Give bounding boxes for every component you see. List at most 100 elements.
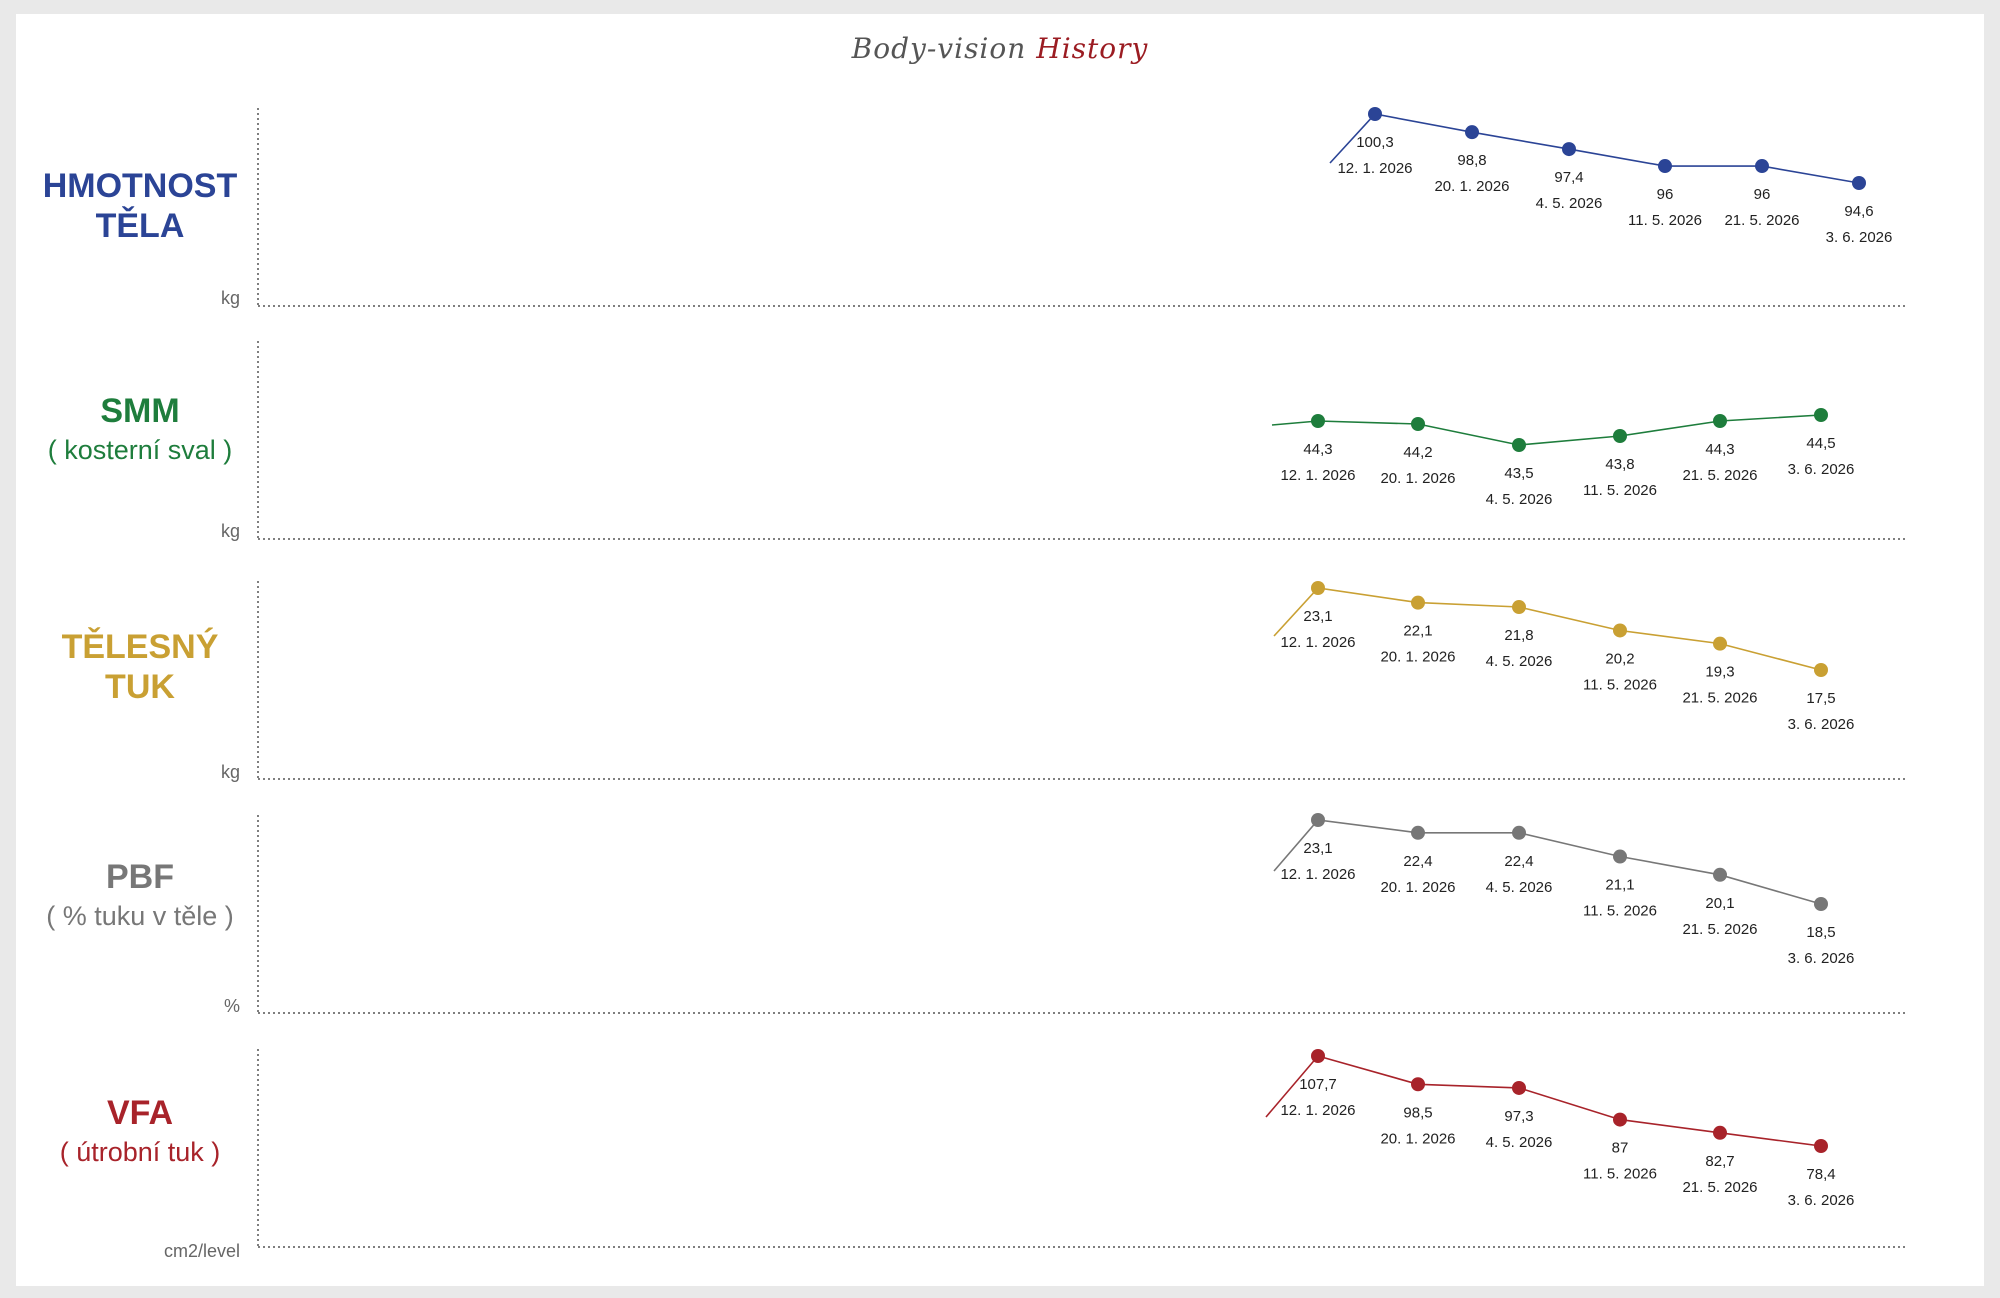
data-point-smm-4 (1713, 414, 1727, 428)
date-label-weight-4: 21. 5. 2026 (1724, 212, 1799, 229)
data-label-weight-1: 98,8 (1457, 152, 1486, 169)
chart-frame (16, 14, 1984, 1286)
data-label-vfa-0: 107,7 (1299, 1076, 1337, 1093)
data-label-weight-4: 96 (1754, 186, 1771, 203)
date-label-smm-1: 20. 1. 2026 (1380, 470, 1455, 487)
data-point-smm-2 (1512, 438, 1526, 452)
date-label-smm-5: 3. 6. 2026 (1788, 461, 1855, 478)
date-label-weight-0: 12. 1. 2026 (1337, 160, 1412, 177)
date-label-weight-5: 3. 6. 2026 (1826, 229, 1893, 246)
data-label-pbf-0: 23,1 (1303, 840, 1332, 857)
data-label-fat-1: 22,1 (1403, 623, 1432, 640)
data-point-smm-3 (1613, 429, 1627, 443)
date-label-vfa-1: 20. 1. 2026 (1380, 1130, 1455, 1147)
date-label-pbf-4: 21. 5. 2026 (1682, 921, 1757, 938)
data-label-vfa-3: 87 (1612, 1140, 1629, 1157)
data-point-pbf-2 (1512, 825, 1526, 840)
date-label-smm-3: 11. 5. 2026 (1583, 482, 1657, 499)
panel-label-weight: HMOTNOST TĚLA (28, 166, 252, 246)
date-label-weight-3: 11. 5. 2026 (1628, 212, 1702, 229)
data-point-fat-3 (1613, 623, 1627, 638)
panel-label-weight-line1: HMOTNOST (42, 167, 238, 205)
data-label-vfa-5: 78,4 (1806, 1166, 1835, 1183)
panel-label-fat-line1: TĚLESNÝ (61, 628, 219, 666)
data-point-weight-3 (1658, 159, 1672, 174)
panel-label-smm-line1: SMM (100, 392, 180, 430)
data-label-smm-0: 44,3 (1303, 441, 1332, 458)
panel-label-pbf-sublabel: ( % tuku v těle ) (46, 901, 234, 931)
panel-label-pbf: PBF ( % tuku v těle ) (28, 857, 252, 935)
date-label-vfa-0: 12. 1. 2026 (1280, 1102, 1355, 1119)
data-label-fat-0: 23,1 (1303, 608, 1332, 625)
data-point-vfa-5 (1814, 1139, 1828, 1153)
data-label-pbf-3: 21,1 (1605, 877, 1634, 894)
date-label-vfa-2: 4. 5. 2026 (1486, 1134, 1553, 1151)
data-label-pbf-2: 22,4 (1504, 853, 1533, 870)
series-line-vfa (1265, 1055, 1822, 1147)
data-label-smm-1: 44,2 (1403, 444, 1432, 461)
date-label-smm-4: 21. 5. 2026 (1682, 467, 1757, 484)
data-label-smm-3: 43,8 (1605, 456, 1634, 473)
data-point-pbf-1 (1411, 825, 1425, 840)
panel-label-smm-sublabel: ( kosterní sval ) (47, 435, 233, 465)
date-label-fat-2: 4. 5. 2026 (1486, 653, 1553, 670)
date-label-fat-4: 21. 5. 2026 (1682, 690, 1757, 707)
title-part-body-vision: Body-vision (851, 32, 1027, 65)
unit-label-vfa: cm2/level (163, 1241, 240, 1261)
data-point-pbf-4 (1713, 867, 1727, 882)
data-label-smm-4: 44,3 (1705, 441, 1734, 458)
data-point-fat-1 (1411, 595, 1425, 610)
date-label-pbf-1: 20. 1. 2026 (1380, 879, 1455, 896)
chart-title: Body-vision History (0, 32, 2000, 65)
data-point-weight-5 (1852, 176, 1866, 190)
data-label-weight-5: 94,6 (1844, 203, 1873, 220)
data-point-fat-5 (1814, 663, 1828, 677)
date-label-smm-0: 12. 1. 2026 (1280, 467, 1355, 484)
data-label-smm-2: 43,5 (1504, 465, 1533, 482)
data-point-pbf-5 (1814, 897, 1828, 911)
data-label-fat-5: 17,5 (1806, 690, 1835, 707)
data-label-fat-2: 21,8 (1504, 627, 1533, 644)
data-point-vfa-0 (1311, 1049, 1325, 1063)
panel-label-smm: SMM ( kosterní sval ) (28, 391, 252, 469)
date-label-pbf-5: 3. 6. 2026 (1788, 950, 1855, 967)
date-label-fat-5: 3. 6. 2026 (1788, 716, 1855, 733)
data-point-vfa-2 (1512, 1080, 1526, 1095)
data-point-vfa-1 (1411, 1077, 1425, 1092)
data-point-fat-0 (1311, 581, 1325, 595)
data-label-weight-2: 97,4 (1554, 169, 1583, 186)
date-label-fat-1: 20. 1. 2026 (1380, 649, 1455, 666)
data-point-pbf-3 (1613, 849, 1627, 864)
panel-label-vfa-sublabel: ( útrobní tuk ) (59, 1137, 221, 1167)
data-point-weight-0 (1368, 107, 1382, 121)
data-point-smm-0 (1311, 414, 1325, 428)
data-label-weight-3: 96 (1657, 186, 1674, 203)
data-label-weight-0: 100,3 (1356, 134, 1394, 151)
unit-label-weight: kg (220, 288, 240, 308)
data-label-vfa-2: 97,3 (1504, 1108, 1533, 1125)
series-line-smm (1271, 414, 1822, 446)
data-label-pbf-4: 20,1 (1705, 895, 1734, 912)
date-label-pbf-2: 4. 5. 2026 (1486, 879, 1553, 896)
data-label-fat-4: 19,3 (1705, 664, 1734, 681)
data-point-vfa-3 (1613, 1112, 1627, 1127)
date-label-weight-1: 20. 1. 2026 (1434, 178, 1509, 195)
data-point-fat-4 (1713, 636, 1727, 651)
panel-label-weight-line2: TĚLA (95, 207, 185, 245)
date-label-vfa-5: 3. 6. 2026 (1788, 1192, 1855, 1209)
data-label-pbf-5: 18,5 (1806, 924, 1835, 941)
date-label-fat-3: 11. 5. 2026 (1583, 676, 1657, 693)
data-point-weight-1 (1465, 125, 1479, 140)
unit-label-fat: kg (220, 762, 240, 782)
date-label-fat-0: 12. 1. 2026 (1280, 634, 1355, 651)
panel-label-pbf-line1: PBF (106, 858, 174, 896)
data-label-vfa-1: 98,5 (1403, 1104, 1432, 1121)
data-label-pbf-1: 22,4 (1403, 853, 1432, 870)
data-point-fat-2 (1512, 600, 1526, 615)
data-label-smm-5: 44,5 (1806, 435, 1835, 452)
title-part-history: History (1036, 32, 1149, 65)
unit-label-smm: kg (220, 521, 240, 541)
panel-label-fat: TĚLESNÝ TUK (28, 627, 252, 707)
data-point-vfa-4 (1713, 1125, 1727, 1140)
